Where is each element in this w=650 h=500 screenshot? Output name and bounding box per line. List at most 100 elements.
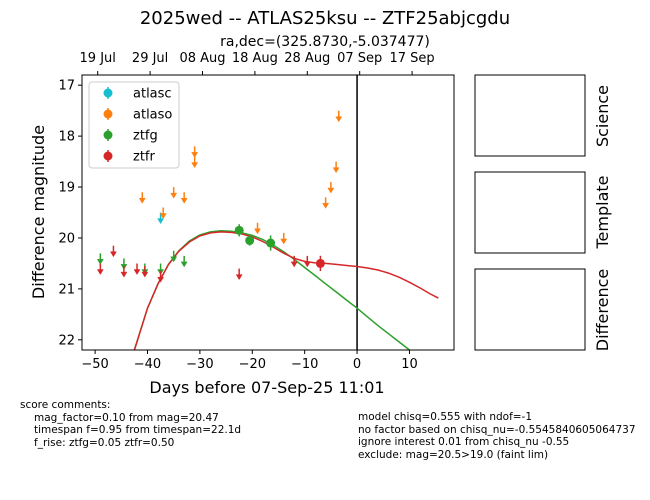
upper-limit-head [157, 218, 165, 225]
upper-limit-head [138, 197, 146, 204]
upper-limit-atlaso [327, 182, 335, 194]
detection-ztfg [245, 235, 255, 246]
model-curve-ztfr [133, 231, 439, 350]
x-axis-label: Days before 07-Sep-25 11:01 [149, 378, 384, 397]
detection-marker [245, 236, 255, 246]
upper-limit-head [96, 259, 104, 265]
upper-limit-head [180, 197, 188, 204]
score-comment-line: f_rise: ztfg=0.05 ztfr=0.50 [34, 436, 175, 449]
x-tick-label: −20 [239, 357, 266, 372]
upper-limit-atlaso [170, 187, 178, 199]
legend-label-ztfg: ztfg [133, 129, 158, 144]
score-comments: score comments: mag_factor=0.10 from mag… [20, 399, 241, 449]
science-stamp [474, 74, 586, 157]
detection-ztfg [234, 224, 244, 237]
upper-limit-atlaso [191, 146, 199, 158]
model-info-line: model chisq=0.555 with ndof=-1 [358, 411, 533, 423]
legend-marker-ztfg [103, 130, 113, 140]
upper-limit-atlaso [180, 192, 188, 204]
model-curve-ztfg [133, 230, 410, 350]
top-tick-label: 08 Aug [179, 51, 225, 66]
upper-limit-atlaso [332, 161, 340, 174]
upper-limit-atlaso [159, 207, 167, 219]
x-tick-label: −30 [186, 357, 213, 372]
legend-marker-atlaso [103, 109, 113, 119]
upper-limit-head [170, 192, 178, 199]
score-comment-line: timespan f=0.95 from timespan=22.1d [34, 424, 242, 436]
top-tick-label: 28 Aug [284, 51, 330, 66]
upper-limit-head [109, 251, 117, 258]
detection-ztfg [266, 235, 276, 251]
score-comments-heading: score comments: [20, 399, 111, 411]
top-tick-label: 18 Aug [232, 51, 278, 66]
y-tick-label: 18 [58, 130, 75, 145]
legend-marker-ztfr [103, 151, 113, 161]
upper-limit-head [290, 261, 298, 268]
upper-limit-ztfg [180, 255, 188, 268]
top-tick-label: 17 Sep [389, 51, 434, 66]
upper-limit-head [120, 271, 128, 278]
legend-marker-atlasc [103, 88, 113, 98]
upper-limit-head [254, 228, 261, 235]
template-stamp [474, 171, 586, 254]
model-info-line: ignore interest 0.01 from chisq_nu -0.55 [358, 436, 570, 448]
x-tick-label: 10 [401, 357, 418, 372]
upper-limit-head [191, 162, 199, 169]
difference-stamp-label: Difference [593, 269, 612, 351]
upper-limit-ztfr [303, 255, 311, 268]
upper-limit-head [235, 274, 243, 281]
upper-limit-atlaso [254, 222, 261, 235]
upper-limit-head [332, 167, 340, 174]
upper-limit-atlaso [335, 110, 343, 123]
y-axis-label: Difference magnitude [29, 125, 48, 299]
upper-limit-head [280, 238, 288, 245]
upper-limit-ztfr [141, 266, 149, 278]
upper-limit-atlaso [138, 192, 146, 204]
upper-limit-head [180, 261, 188, 268]
y-tick-label: 22 [58, 333, 75, 348]
upper-limit-head [141, 271, 149, 278]
y-tick-label: 20 [58, 231, 75, 246]
upper-limit-ztfr [157, 271, 165, 283]
upper-limit-head [96, 269, 104, 276]
upper-limit-ztfr [235, 268, 243, 281]
upper-limit-ztfr [96, 263, 104, 276]
upper-limit-ztfg [96, 253, 104, 265]
detection-marker [234, 225, 244, 235]
template-stamp-label: Template [593, 175, 612, 249]
detection-ztfr [315, 255, 325, 272]
y-tick-label: 17 [58, 79, 75, 94]
upper-limit-ztfr [120, 266, 128, 278]
upper-limit-ztfr [109, 245, 117, 258]
x-tick-label: −10 [291, 357, 318, 372]
upper-limit-head [191, 152, 199, 158]
x-tick-label: −40 [134, 357, 161, 372]
x-tick-label: 0 [353, 357, 361, 372]
difference-stamp [474, 268, 586, 351]
upper-limit-head [322, 203, 330, 209]
upper-limit-head [335, 116, 343, 123]
upper-limit-ztfg [170, 250, 178, 263]
top-tick-label: 19 Jul [80, 51, 116, 66]
detection-marker [266, 238, 276, 248]
top-tick-label: 07 Sep [337, 51, 382, 66]
y-tick-label: 21 [58, 282, 75, 297]
model-info-line: exclude: mag=20.5>19.0 (faint lim) [358, 448, 549, 461]
upper-limit-head [170, 256, 178, 263]
x-tick-label: −50 [81, 357, 108, 372]
top-tick-label: 29 Jul [132, 51, 168, 66]
legend: atlasc atlaso ztfg ztfr [88, 81, 180, 169]
upper-limit-ztfr [290, 255, 298, 268]
legend-label-atlaso: atlaso [133, 108, 172, 123]
plot-frame [81, 74, 455, 351]
upper-limit-atlaso [322, 197, 330, 209]
score-comment-line: mag_factor=0.10 from mag=20.47 [34, 411, 219, 424]
model-info-line: no factor based on chisq_nu=-0.554584060… [358, 423, 636, 436]
upper-limit-head [303, 261, 311, 268]
chart-subtitle: ra,dec=(325.8730,-5.037477) [220, 34, 430, 50]
legend-label-ztfr: ztfr [133, 150, 155, 165]
legend-box [88, 81, 180, 169]
upper-limit-atlaso [280, 232, 288, 245]
chart-title: 2025wed -- ATLAS25ksu -- ZTF25abjcgdu [139, 8, 511, 29]
